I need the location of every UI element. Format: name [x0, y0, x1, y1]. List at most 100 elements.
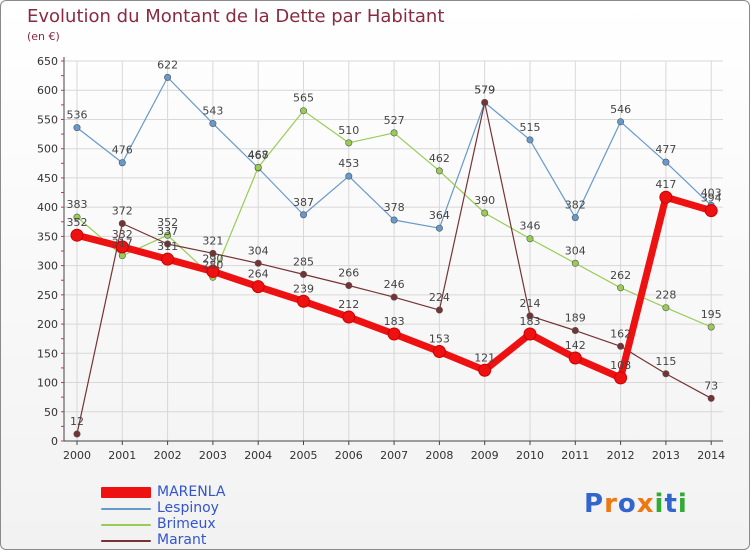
data-label-brimeux: 262 [610, 269, 631, 282]
data-label-marant: 321 [202, 234, 223, 247]
data-point-brimeux [571, 259, 579, 267]
logo-letter: o [617, 489, 637, 519]
data-label-brimeux: 565 [293, 92, 314, 105]
data-label-marant: 214 [520, 297, 541, 310]
x-tick-label: 2001 [108, 449, 136, 462]
data-point-brimeux [73, 213, 81, 221]
y-tick-label: 200 [37, 318, 58, 331]
data-label-marenla: 121 [474, 351, 495, 364]
data-point-lespinoy [299, 211, 307, 219]
data-point-marant [526, 312, 534, 320]
data-point-marant [209, 249, 217, 257]
data-point-marant [345, 281, 353, 289]
data-point-brimeux [481, 209, 489, 217]
data-point-lespinoy [571, 214, 579, 222]
data-label-marant: 285 [293, 255, 314, 268]
data-point-marenla [478, 363, 492, 377]
data-point-lespinoy [435, 224, 443, 232]
data-point-brimeux [299, 107, 307, 115]
data-label-brimeux: 390 [474, 194, 495, 207]
data-label-marant: 115 [655, 355, 676, 368]
data-label-brimeux: 346 [520, 220, 541, 233]
logo-letter: i [677, 489, 688, 519]
data-point-brimeux [526, 235, 534, 243]
legend-swatch-brimeux [101, 524, 151, 526]
logo-letter: t [664, 489, 678, 519]
data-point-lespinoy [209, 120, 217, 128]
y-tick-label: 0 [51, 435, 58, 448]
y-tick-label: 450 [37, 172, 58, 185]
data-point-marant [118, 220, 126, 228]
data-label-marant: 372 [112, 205, 133, 218]
data-label-brimeux: 352 [157, 216, 178, 229]
x-tick-label: 2013 [652, 449, 680, 462]
logo-letter: P [584, 489, 605, 519]
y-tick-label: 350 [37, 230, 58, 243]
data-label-marenla: 417 [655, 178, 676, 191]
data-label-brimeux: 304 [565, 244, 586, 257]
y-tick-label: 150 [37, 347, 58, 360]
data-point-marenla [206, 264, 220, 278]
data-point-lespinoy [662, 158, 670, 166]
data-point-marenla [704, 204, 718, 218]
data-label-marant: 579 [474, 84, 495, 97]
data-label-marenla: 239 [293, 282, 314, 295]
data-label-marant: 162 [610, 327, 631, 340]
data-label-brimeux: 195 [701, 308, 722, 321]
data-point-marant [617, 342, 625, 350]
legend-label-lespinoy: Lespinoy [157, 500, 219, 516]
y-tick-label: 50 [44, 406, 58, 419]
data-point-brimeux [435, 167, 443, 175]
data-point-marenla [659, 190, 673, 204]
data-point-marant [662, 370, 670, 378]
data-label-marenla: 212 [338, 298, 359, 311]
logo-letter: r [604, 489, 618, 519]
data-point-brimeux [617, 284, 625, 292]
legend-swatch-marant [101, 540, 151, 542]
x-tick-label: 2012 [607, 449, 635, 462]
data-point-lespinoy [164, 73, 172, 81]
data-label-marenla: 108 [610, 359, 631, 372]
data-point-brimeux [662, 304, 670, 312]
data-point-marant [164, 240, 172, 248]
data-label-marenla: 153 [429, 333, 450, 346]
data-point-marant [299, 270, 307, 278]
x-tick-label: 2007 [380, 449, 408, 462]
data-point-marenla [297, 294, 310, 308]
data-point-marenla [115, 240, 129, 254]
legend-label-marenla: MARENLA [157, 484, 226, 500]
data-label-marenla: 264 [248, 268, 269, 281]
data-label-marenla: 394 [701, 192, 722, 205]
chart-title: Evolution du Montant de la Dette par Hab… [27, 6, 445, 27]
x-tick-label: 2008 [425, 449, 453, 462]
data-point-brimeux [707, 323, 715, 331]
data-label-lespinoy: 378 [384, 201, 405, 214]
x-tick-label: 2005 [290, 449, 318, 462]
legend-label-brimeux: Brimeux [157, 516, 216, 532]
data-label-marenla: 183 [520, 315, 541, 328]
data-label-marant: 266 [338, 266, 359, 279]
data-label-lespinoy: 515 [520, 121, 541, 134]
data-label-brimeux: 383 [67, 198, 88, 211]
data-label-lespinoy: 387 [293, 196, 314, 209]
x-tick-label: 2003 [199, 449, 227, 462]
y-tick-label: 250 [37, 289, 58, 302]
data-label-brimeux: 317 [112, 237, 133, 250]
data-label-marant: 304 [248, 244, 269, 257]
chart-subtitle: (en €) [27, 30, 60, 43]
x-tick-label: 2009 [471, 449, 499, 462]
data-point-marenla [342, 310, 356, 324]
data-point-marenla [70, 228, 84, 242]
data-point-marenla [432, 345, 446, 359]
data-label-lespinoy: 382 [565, 199, 586, 212]
data-point-lespinoy [118, 159, 126, 167]
data-label-lespinoy: 403 [701, 186, 722, 199]
data-label-marant: 337 [157, 225, 178, 238]
data-label-lespinoy: 467 [248, 149, 269, 162]
y-tick-label: 500 [37, 143, 58, 156]
legend-label-marant: Marant [157, 532, 207, 548]
data-point-lespinoy [73, 124, 81, 132]
data-label-brimeux: 280 [202, 258, 223, 271]
x-tick-label: 2011 [561, 449, 589, 462]
data-label-lespinoy: 453 [338, 157, 359, 170]
